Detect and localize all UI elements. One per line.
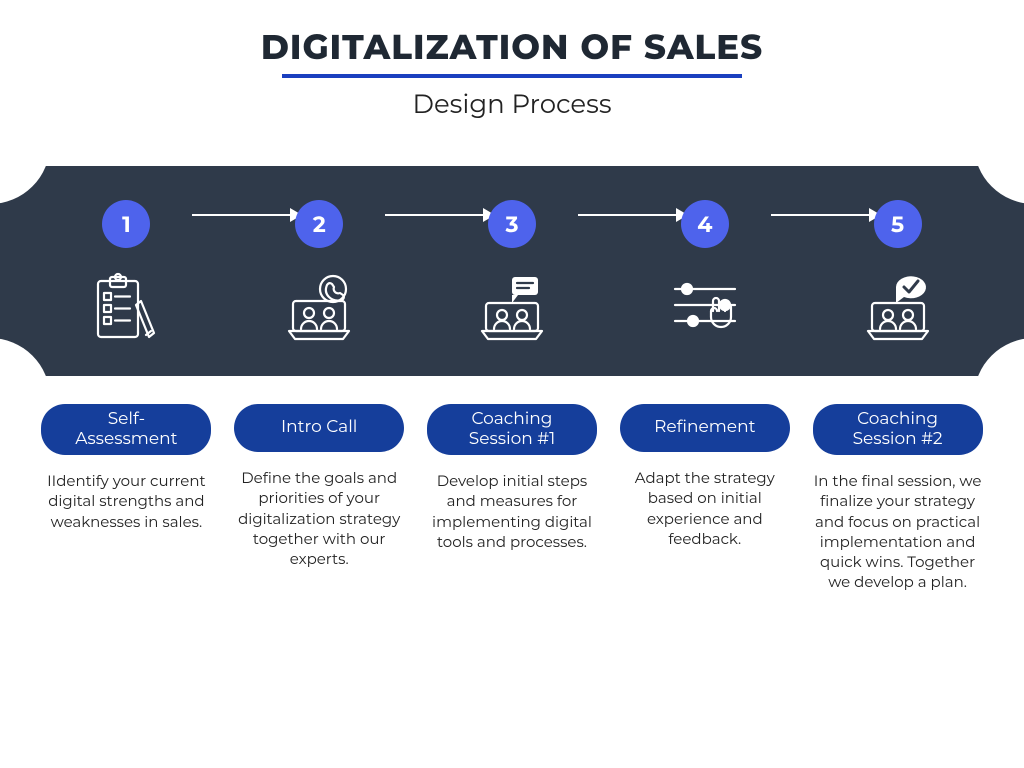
- coaching-1-icon: [467, 264, 557, 354]
- step-label: Coaching Session #2: [813, 404, 983, 455]
- step-description: In the final session, we finalize your s…: [808, 471, 988, 593]
- step-3: 3: [422, 230, 602, 354]
- step-label: Refinement: [620, 404, 790, 452]
- band-content: 12345: [0, 166, 1024, 376]
- step-badge: 4: [681, 200, 729, 248]
- step-description: Adapt the strategy based on initial expe…: [615, 468, 795, 549]
- arrow-icon: [578, 208, 688, 222]
- card-3: Coaching Session #1 Develop initial steps…: [422, 404, 602, 593]
- card-5: Coaching Session #2 In the final session,…: [808, 404, 988, 593]
- step-description: Develop initial steps and measures for i…: [422, 471, 602, 552]
- call-laptop-icon: [274, 264, 364, 354]
- page-title: DIGITALIZATION OF SALES: [0, 26, 1024, 68]
- step-description: Define the goals and priorities of your …: [229, 468, 409, 569]
- arrow-icon: [192, 208, 302, 222]
- step-badge: 2: [295, 200, 343, 248]
- step-1: 1: [36, 230, 216, 354]
- step-badge: 3: [488, 200, 536, 248]
- step-2: 2: [229, 230, 409, 354]
- step-badge: 1: [102, 200, 150, 248]
- cards-row: Self- Assessment IIdentify your current d…: [0, 376, 1024, 593]
- card-4: Refinement Adapt the strategy based on in…: [615, 404, 795, 593]
- card-2: Intro Call Define the goals and prioritie…: [229, 404, 409, 593]
- step-description: IIdentify your current digital strengths…: [36, 471, 216, 532]
- page-subtitle: Design Process: [0, 88, 1024, 120]
- coaching-2-icon: [853, 264, 943, 354]
- clipboard-icon: [81, 264, 171, 354]
- step-4: 4: [615, 230, 795, 354]
- header: DIGITALIZATION OF SALES Design Process: [0, 0, 1024, 120]
- arrow-icon: [385, 208, 495, 222]
- card-1: Self- Assessment IIdentify your current d…: [36, 404, 216, 593]
- sliders-icon: [660, 264, 750, 354]
- step-label: Intro Call: [234, 404, 404, 452]
- step-badge: 5: [874, 200, 922, 248]
- arrow-icon: [771, 208, 881, 222]
- title-underline: [282, 74, 742, 78]
- process-band: 12345: [0, 166, 1024, 376]
- step-5: 5: [808, 230, 988, 354]
- step-label: Coaching Session #1: [427, 404, 597, 455]
- step-label: Self- Assessment: [41, 404, 211, 455]
